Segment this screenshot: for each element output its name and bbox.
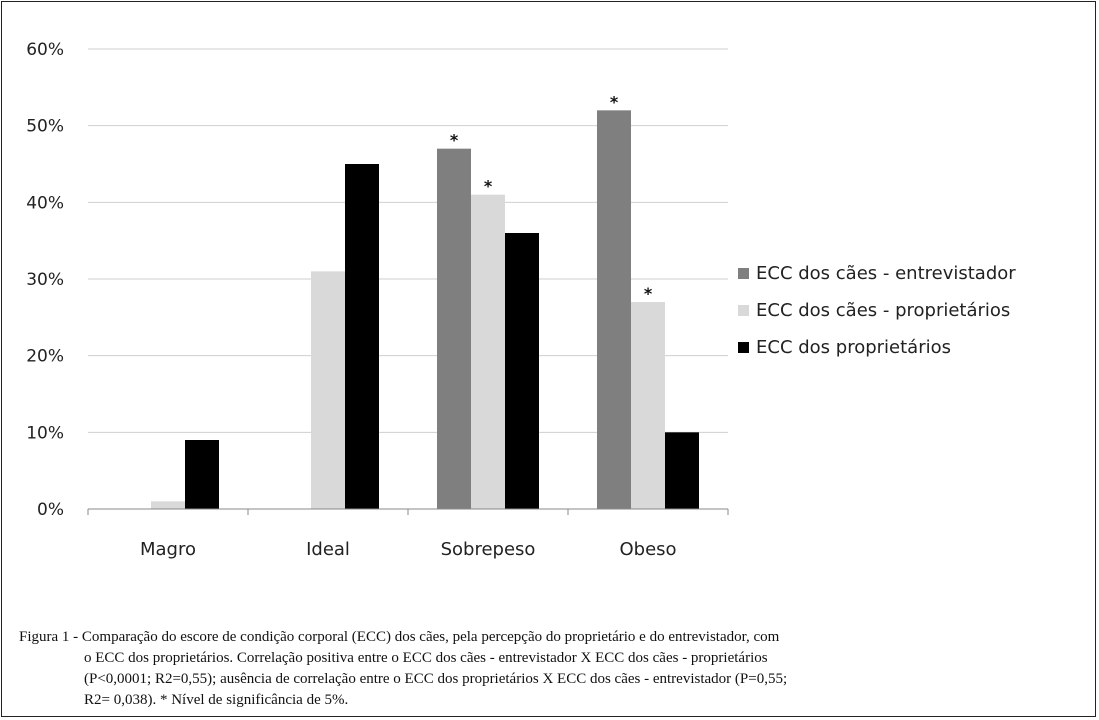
bar — [631, 302, 665, 509]
legend-label: ECC dos proprietários — [756, 337, 951, 358]
y-tick-label: 50% — [26, 117, 64, 137]
x-category-label: Magro — [140, 539, 196, 560]
significance-star: * — [484, 177, 493, 196]
significance-star: * — [644, 284, 653, 303]
figure-caption: Figura 1 - Comparação do escore de condi… — [19, 627, 1079, 711]
y-tick-label: 60% — [26, 40, 64, 60]
bar — [311, 271, 345, 509]
y-tick-label: 40% — [26, 193, 64, 213]
bar — [345, 164, 379, 509]
legend-swatch — [738, 268, 749, 279]
significance-star: * — [450, 131, 459, 150]
y-axis-ticks: 0% 10% 20% 30% 40% 50% 60% — [26, 40, 64, 520]
bars — [151, 110, 699, 509]
caption-line-4: R2= 0,038). * Nível de significância de … — [84, 692, 349, 708]
legend-swatch — [738, 342, 749, 353]
x-axis: Magro Ideal Sobrepeso Obeso — [87, 508, 729, 560]
bar — [471, 194, 505, 509]
legend: ECC dos cães - entrevistador ECC dos cães… — [738, 263, 1016, 358]
caption-line-3: (P<0,0001; R2=0,55); ausência de correla… — [84, 671, 788, 687]
x-category-label: Obeso — [619, 539, 676, 560]
caption-line-2: o ECC dos proprietários. Correlação posi… — [84, 650, 768, 666]
bar — [437, 148, 471, 509]
y-tick-label: 10% — [26, 423, 64, 443]
caption-line-1: Figura 1 - Comparação do escore de condi… — [19, 629, 780, 645]
legend-label: ECC dos cães - proprietários — [756, 300, 1010, 321]
significance-star: * — [610, 92, 619, 111]
x-category-label: Ideal — [306, 539, 350, 560]
bar — [665, 432, 699, 509]
x-category-label: Sobrepeso — [441, 539, 536, 560]
legend-swatch — [738, 305, 749, 316]
y-tick-label: 20% — [26, 347, 64, 367]
bar — [505, 233, 539, 509]
bar — [597, 110, 631, 509]
y-tick-label: 30% — [26, 270, 64, 290]
bar — [185, 440, 219, 509]
legend-label: ECC dos cães - entrevistador — [756, 263, 1016, 284]
y-tick-label: 0% — [37, 500, 64, 520]
significance-markers: * * * * — [450, 92, 653, 303]
bar — [151, 501, 185, 509]
bar-chart: 0% 10% 20% 30% 40% 50% 60% * * * * Magro Ideal Sobr… — [26, 40, 1016, 560]
